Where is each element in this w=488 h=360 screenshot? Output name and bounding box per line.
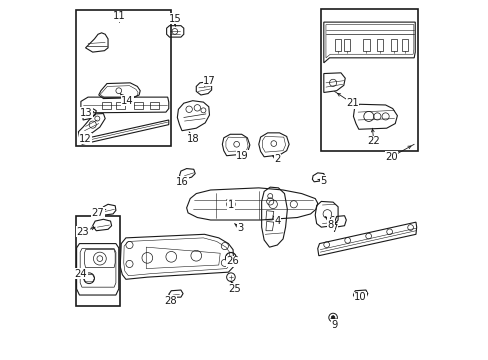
Text: 23: 23	[77, 227, 89, 237]
Text: 14: 14	[121, 96, 133, 106]
Text: 7: 7	[331, 224, 337, 234]
Text: 26: 26	[226, 256, 239, 266]
Text: 10: 10	[354, 292, 366, 302]
Text: 28: 28	[163, 296, 176, 306]
Text: 3: 3	[237, 223, 243, 233]
Text: 15: 15	[168, 14, 181, 23]
Text: 6: 6	[327, 216, 333, 226]
Text: 22: 22	[366, 136, 379, 147]
Text: 19: 19	[236, 151, 248, 161]
Text: 1: 1	[227, 200, 234, 210]
Bar	[76, 10, 171, 146]
Circle shape	[331, 316, 334, 319]
Text: 24: 24	[75, 269, 87, 279]
Text: 4: 4	[274, 216, 280, 226]
Text: 25: 25	[228, 284, 241, 294]
Text: 20: 20	[385, 152, 397, 162]
Text: 8: 8	[327, 220, 333, 230]
Text: 2: 2	[274, 154, 280, 164]
Text: 9: 9	[331, 320, 337, 330]
Bar	[76, 216, 120, 306]
Text: 16: 16	[175, 177, 188, 187]
Text: 18: 18	[186, 134, 199, 144]
Text: 5: 5	[320, 176, 326, 186]
Text: 13: 13	[80, 108, 93, 118]
Circle shape	[229, 256, 232, 260]
Text: 12: 12	[79, 134, 92, 144]
Bar	[321, 9, 417, 152]
Text: 27: 27	[91, 208, 104, 218]
Text: 11: 11	[112, 12, 125, 21]
Text: 21: 21	[346, 98, 358, 108]
Text: 17: 17	[203, 76, 215, 86]
